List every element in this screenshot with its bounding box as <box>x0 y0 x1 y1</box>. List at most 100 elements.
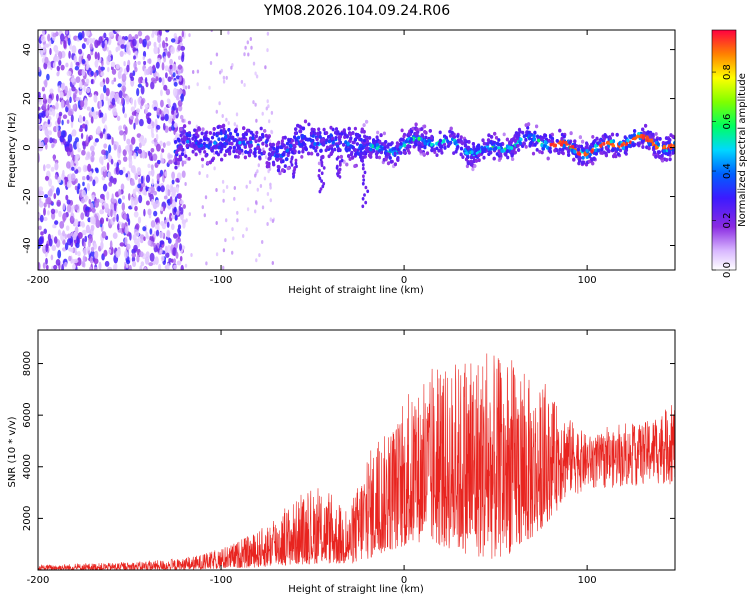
signal-point <box>548 146 552 151</box>
signal-point <box>322 142 326 147</box>
signal-point <box>581 148 585 153</box>
noise-point <box>98 65 101 75</box>
noise-point <box>38 66 41 73</box>
signal-point <box>599 151 603 155</box>
noise-point <box>89 43 94 50</box>
noise-point <box>75 76 81 83</box>
noise-point <box>163 122 166 131</box>
signal-point <box>362 178 366 182</box>
noise-point <box>190 253 193 257</box>
signal-point <box>311 134 315 138</box>
noise-point <box>264 155 268 160</box>
colorbar-tick-label: 0.8 <box>722 64 733 80</box>
signal-point <box>594 144 598 148</box>
signal-point <box>208 131 212 135</box>
signal-point <box>174 161 178 166</box>
noise-point <box>64 233 67 240</box>
signal-point <box>549 135 553 139</box>
signal-point <box>281 159 285 164</box>
noise-point <box>232 236 235 241</box>
signal-point <box>254 134 258 139</box>
signal-point <box>422 152 426 156</box>
signal-point <box>570 148 574 153</box>
signal-point <box>430 148 434 153</box>
snr-x-ticks: -200 -100 0 100 <box>27 330 597 586</box>
noise-point <box>141 139 146 147</box>
signal-point <box>321 184 325 189</box>
noise-point <box>56 71 60 77</box>
noise-point <box>124 226 129 235</box>
signal-point <box>192 143 196 148</box>
signal-point <box>351 131 355 135</box>
signal-point <box>258 155 262 160</box>
noise-point <box>185 218 188 223</box>
signal-point <box>389 159 393 164</box>
noise-point <box>158 43 162 48</box>
noise-point <box>151 178 154 186</box>
noise-point <box>117 70 122 80</box>
signal-point <box>316 141 320 146</box>
noise-point <box>59 91 64 99</box>
noise-point <box>149 185 155 194</box>
noise-point <box>266 31 270 36</box>
signal-point <box>275 154 280 158</box>
y-tick-label: 8000 <box>22 351 33 376</box>
signal-point <box>259 126 263 131</box>
noise-point <box>156 124 161 130</box>
signal-point <box>278 171 282 176</box>
signal-point <box>517 148 521 152</box>
noise-point <box>160 89 163 97</box>
signal-point <box>313 142 317 146</box>
noise-point <box>246 40 249 45</box>
signal-point <box>257 138 261 143</box>
signal-point <box>388 148 392 153</box>
noise-point <box>245 184 248 189</box>
noise-point <box>168 154 174 159</box>
signal-point <box>423 130 427 134</box>
noise-point <box>93 72 97 78</box>
signal-point <box>383 143 387 148</box>
noise-point <box>153 242 156 248</box>
noise-point <box>172 102 177 111</box>
noise-point <box>103 154 107 160</box>
noise-point <box>150 168 155 177</box>
signal-point <box>627 143 632 148</box>
signal-point <box>309 144 313 149</box>
noise-point <box>38 140 42 149</box>
signal-point <box>247 153 252 158</box>
noise-point <box>49 137 53 144</box>
noise-point <box>130 106 136 113</box>
signal-point <box>546 156 550 161</box>
noise-point <box>184 182 187 186</box>
signal-point <box>202 142 206 146</box>
noise-point <box>95 168 99 174</box>
signal-point <box>298 124 302 129</box>
noise-point <box>77 183 81 190</box>
signal-point <box>443 146 447 150</box>
noise-point <box>91 106 94 112</box>
noise-point <box>106 46 109 52</box>
signal-point <box>364 200 368 205</box>
signal-point <box>454 149 458 154</box>
signal-point <box>497 138 501 142</box>
noise-point <box>137 30 143 37</box>
noise-point <box>156 143 161 152</box>
noise-point <box>65 30 69 35</box>
signal-point <box>550 139 554 144</box>
noise-point <box>65 106 69 113</box>
noise-point <box>104 131 107 141</box>
noise-point <box>38 43 41 49</box>
signal-point <box>271 142 275 147</box>
noise-point <box>105 95 109 101</box>
signal-point <box>365 119 369 124</box>
signal-point <box>379 133 383 138</box>
signal-point <box>361 159 364 163</box>
x-tick-label: -100 <box>210 575 233 586</box>
noise-point <box>57 249 62 259</box>
signal-point <box>406 148 410 153</box>
noise-point <box>173 81 178 87</box>
noise-point <box>136 254 140 263</box>
noise-point <box>178 205 182 212</box>
signal-point <box>334 127 339 131</box>
signal-point <box>388 156 392 160</box>
